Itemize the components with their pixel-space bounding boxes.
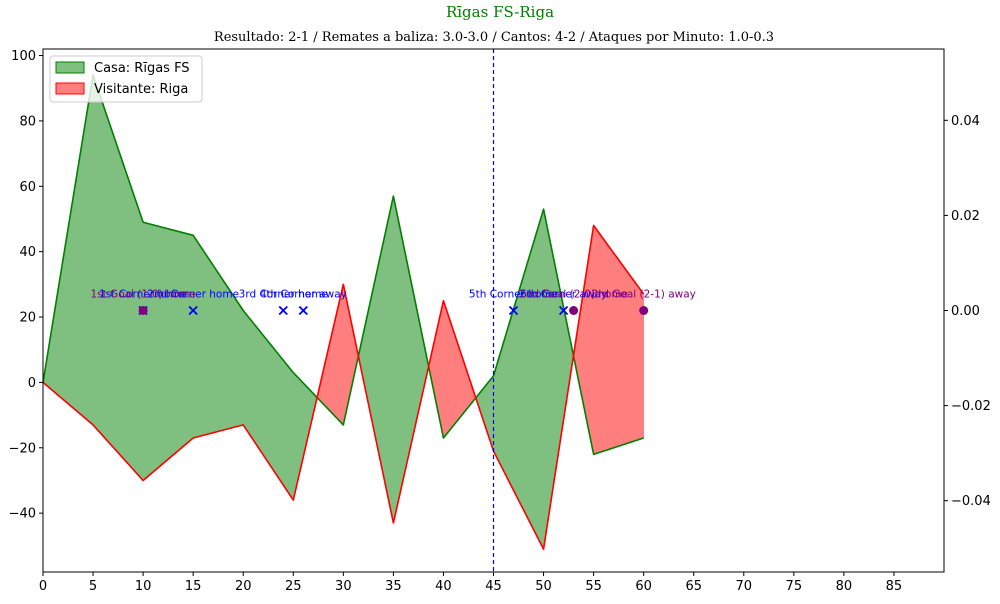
fill-home-segment [493,209,544,550]
x-tick-label: 40 [435,579,452,594]
y2-tick-label: 0.00 [951,304,980,319]
corner-label: 2nd Corner home [147,289,239,301]
fill-home-segment [543,209,574,550]
x-tick-label: 70 [736,579,753,594]
x-tick-label: 15 [185,579,202,594]
legend: Casa: Rīgas FS Visitante: Riga [49,55,203,103]
legend-swatch-home [55,61,85,74]
x-tick-label: 75 [786,579,803,594]
goal-label: 2nd Goal (2-0) home [519,289,628,301]
corner-label: 3rd Corner home [239,289,328,301]
x-tick-label: 25 [285,579,302,594]
y2-tick-label: −0.04 [951,494,991,509]
legend-label-home: Casa: Rīgas FS [94,61,190,76]
corner-label: 1st Corner home [99,289,187,301]
y2-tick-label: 0.04 [951,114,980,129]
corner-marker [278,305,288,316]
chart-subtitle: Resultado: 2-1 / Remates a baliza: 3.0-3… [214,30,774,45]
fill-home-segment [292,371,318,501]
x-tick-label: 55 [585,579,602,594]
away-series-line [42,224,645,550]
fill-away-segment [343,284,359,425]
legend-box [49,55,203,103]
y-tick-label: 60 [19,180,36,195]
x-tick-label: 5 [89,579,97,594]
corner-marker-stroke [188,305,198,316]
x-tick-label: 45 [485,579,502,594]
chart-title: Rīgas FS-Riga [446,3,554,21]
legend-label-away: Visitante: Riga [94,82,188,97]
x-tick-label: 10 [135,579,152,594]
goal-marker [569,306,579,315]
corner-marker [298,305,308,316]
corner-label: 4th Corner away [260,289,347,301]
goal-label: 3rd Goal (2-1) away [591,289,695,301]
x-tick-label: 50 [535,579,552,594]
x-tick-label: 85 [886,579,903,594]
corner-label: 6th Corner away [520,289,607,301]
fill-home-segment [42,75,94,426]
x-tick-label: 35 [385,579,402,594]
corner-marker-stroke [508,305,519,316]
fill-home-segment [358,196,394,524]
fill-home-segment [242,309,294,502]
corner-marker [508,305,519,316]
corner-marker [188,305,198,316]
y2-tick-label: −0.02 [951,399,991,414]
y-tick-label: 100 [11,49,36,64]
y2-tick-label: 0.02 [951,209,980,224]
legend-swatch-away [55,82,85,95]
fill-away-segment [316,284,344,426]
fill-away-segment [428,300,444,439]
x-tick-label: 0 [39,579,47,594]
x-tick-label: 30 [335,579,352,594]
goal-marker [639,306,649,315]
corner-marker-stroke [298,305,308,316]
goal-label: 1st Goal (1-0) home [90,289,195,301]
fill-home-segment [92,75,144,482]
x-tick-label: 60 [635,579,652,594]
corner-marker-stroke [558,305,569,316]
x-tick-label: 80 [836,579,853,594]
fill-home-segment [192,234,244,439]
y-tick-label: 0 [28,376,36,391]
goal-marker [138,306,148,315]
corner-label: 5th Corner home [469,289,558,301]
y-tick-label: −40 [9,507,36,522]
y-tick-label: 20 [19,311,36,326]
corner-marker-stroke [278,305,288,316]
corner-marker [558,305,569,316]
x-tick-label: 20 [235,579,252,594]
fill-home-segment [142,221,194,482]
y-tick-label: 40 [19,245,36,260]
y-tick-label: 80 [19,114,36,129]
home-series-line [42,74,644,456]
y-tick-label: −20 [9,441,36,456]
x-tick-label: 65 [685,579,702,594]
fill-home-segment [393,196,429,524]
